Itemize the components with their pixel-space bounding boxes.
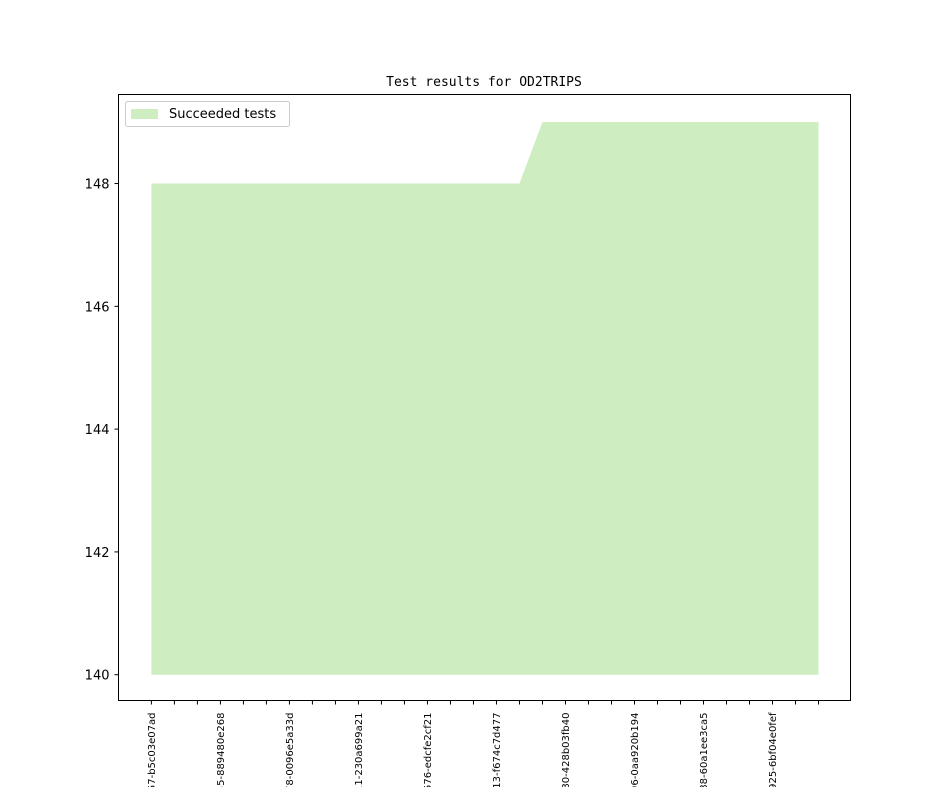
x-tick-label: 80-428b03fb40 <box>561 713 572 787</box>
y-tick-label: 148 <box>85 178 110 193</box>
y-tick-label: 144 <box>85 423 110 438</box>
axes-frame <box>118 94 851 701</box>
x-tick-label: 11-230a699a21 <box>354 713 365 787</box>
area <box>151 122 819 675</box>
plot-area <box>151 122 819 675</box>
x-tick-label: 88-60a1ee3ca5 <box>699 713 710 787</box>
x-tick-label: 57-b5c03e07ad <box>147 713 158 787</box>
chart-title: Test results for OD2TRIPS <box>386 75 582 90</box>
y-tick-label: 146 <box>85 300 110 315</box>
y-tick-label: 142 <box>85 546 110 561</box>
y-tick-label: 140 <box>85 669 110 684</box>
legend: Succeeded tests <box>125 101 290 127</box>
x-tick-label: 925-6bf04e0fef <box>768 712 779 787</box>
legend-frame <box>125 101 290 127</box>
legend-swatch <box>131 109 158 119</box>
x-tick-label: 13-f674c7d477 <box>492 713 503 787</box>
x-tick-label: 96-0aa920b194 <box>630 713 641 787</box>
x-tick-label: 576-edcfe2cf21 <box>423 713 434 787</box>
legend-label: Succeeded tests <box>169 107 276 122</box>
x-tick-label: 55-889480e268 <box>216 713 227 787</box>
x-tick-label: 78-0096e5a33d <box>285 713 296 787</box>
